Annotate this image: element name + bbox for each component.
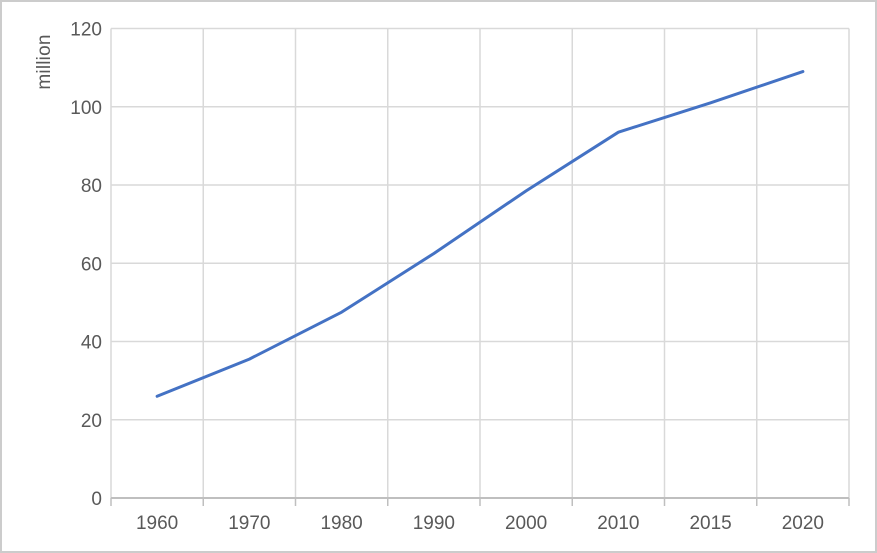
axes [110,497,850,506]
data-series [155,70,805,398]
population-line [155,70,805,398]
x-tick-label: 2020 [782,513,824,534]
x-tick-label: 2015 [689,513,731,534]
y-tick-label: 60 [81,254,102,275]
y-axis-title: million [34,34,55,90]
x-tick-label: 2010 [597,513,639,534]
y-tick-label: 0 [91,489,102,510]
x-tick-label: 1980 [320,513,362,534]
x-tick-label: 1970 [228,513,270,534]
y-tick-label: 20 [81,411,102,432]
x-tick-label: 1960 [136,513,178,534]
y-tick-label: 100 [70,98,102,119]
y-tick-label: 120 [70,20,102,41]
x-tick-label: 1990 [413,513,455,534]
x-tick-label: 2000 [505,513,547,534]
y-tick-label: 80 [81,176,102,197]
gridlines [110,27,850,498]
axis-labels: 0 20 40 60 80 100 120 1960 1970 1980 1990 2000 2010 2… [70,20,824,535]
y-tick-label: 40 [81,333,102,354]
